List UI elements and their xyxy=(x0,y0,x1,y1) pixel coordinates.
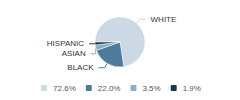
svg-text:ASIAN: ASIAN xyxy=(62,49,86,58)
svg-text:3.5%: 3.5% xyxy=(142,84,160,93)
svg-text:WHITE: WHITE xyxy=(151,15,177,24)
svg-text:HISPANIC: HISPANIC xyxy=(47,39,84,48)
svg-text:22.0%: 22.0% xyxy=(98,84,121,93)
svg-text:72.6%: 72.6% xyxy=(53,84,76,93)
svg-text:1.9%: 1.9% xyxy=(183,84,201,93)
svg-text:BLACK: BLACK xyxy=(67,63,94,72)
